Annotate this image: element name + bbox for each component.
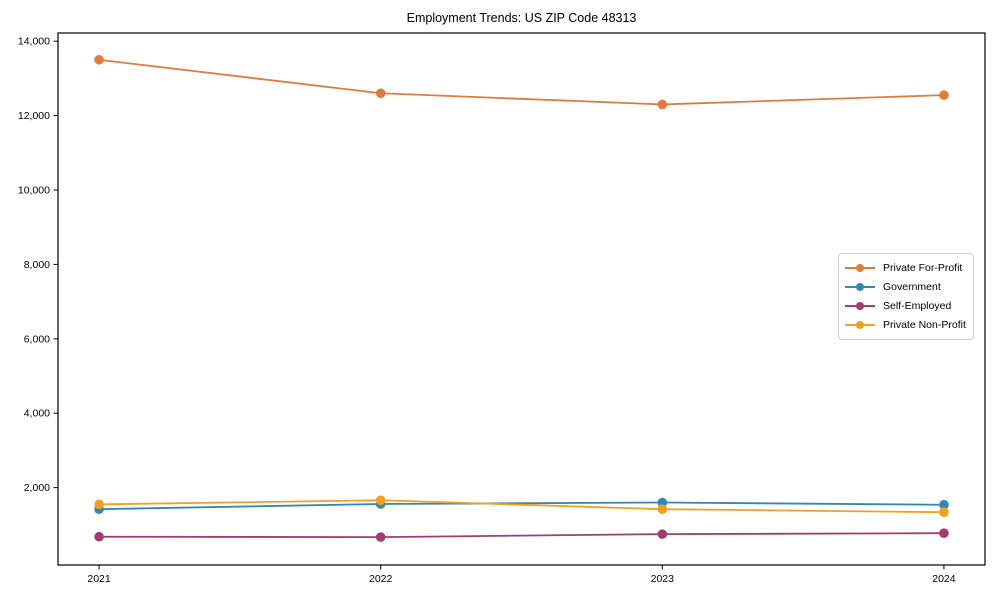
legend-dot bbox=[856, 283, 864, 292]
series-line bbox=[98, 58, 944, 106]
data-point-marker bbox=[657, 529, 668, 539]
x-tick-label: 2023 bbox=[651, 573, 675, 585]
x-tick-label: 2024 bbox=[932, 573, 956, 585]
data-point-marker bbox=[657, 99, 668, 110]
legend-label: Private For-Profit bbox=[883, 262, 963, 275]
data-point-marker bbox=[657, 504, 668, 514]
x-tick-label: 2022 bbox=[369, 573, 393, 585]
legend-dot bbox=[856, 301, 864, 310]
data-point-marker bbox=[939, 90, 949, 100]
legend-line-marker-icon bbox=[845, 281, 875, 293]
series-line bbox=[99, 499, 944, 514]
data-point-marker bbox=[94, 499, 104, 510]
legend-item-self-employed: Self-Employed bbox=[845, 297, 967, 316]
y-tick-label: 6,000 bbox=[24, 333, 50, 345]
legend-item-private-for-profit: Private For-Profit bbox=[845, 259, 967, 278]
legend-label: Private Non-Profit bbox=[883, 318, 966, 331]
legend-line-marker-icon bbox=[845, 319, 875, 331]
legend-dot bbox=[856, 320, 864, 329]
y-tick-label: 8,000 bbox=[24, 259, 50, 271]
y-tick-label: 2,000 bbox=[24, 482, 50, 494]
legend-item-government: Government bbox=[845, 278, 967, 297]
data-point-marker bbox=[375, 532, 386, 542]
data-point-marker bbox=[939, 528, 949, 538]
data-point-marker bbox=[375, 88, 386, 99]
legend-label: Government bbox=[883, 281, 941, 294]
legend-item-private-non-profit: Private Non-Profit bbox=[845, 315, 967, 334]
legend-label: Self-Employed bbox=[883, 299, 952, 312]
axes-frame bbox=[57, 32, 986, 566]
series-line bbox=[99, 532, 944, 538]
x-tick-label: 2021 bbox=[87, 573, 111, 585]
y-tick-label: 12,000 bbox=[18, 110, 50, 122]
legend-line-marker-icon bbox=[845, 262, 875, 274]
data-point-marker bbox=[375, 495, 386, 506]
y-tick-label: 4,000 bbox=[24, 408, 50, 420]
legend-dot bbox=[856, 264, 864, 273]
data-point-marker bbox=[94, 531, 104, 542]
y-tick-label: 10,000 bbox=[18, 184, 50, 196]
data-point-marker bbox=[657, 497, 668, 508]
data-point-marker bbox=[939, 507, 949, 517]
data-point-marker bbox=[94, 54, 104, 65]
chart-title: Employment Trends: US ZIP Code 48313 bbox=[406, 11, 637, 25]
data-point-marker bbox=[939, 499, 949, 510]
legend: Private For-Profit Government Self-Emplo… bbox=[838, 253, 974, 340]
series-line bbox=[99, 501, 944, 511]
legend-line-marker-icon bbox=[845, 300, 875, 312]
y-tick-label: 14,000 bbox=[18, 36, 50, 48]
